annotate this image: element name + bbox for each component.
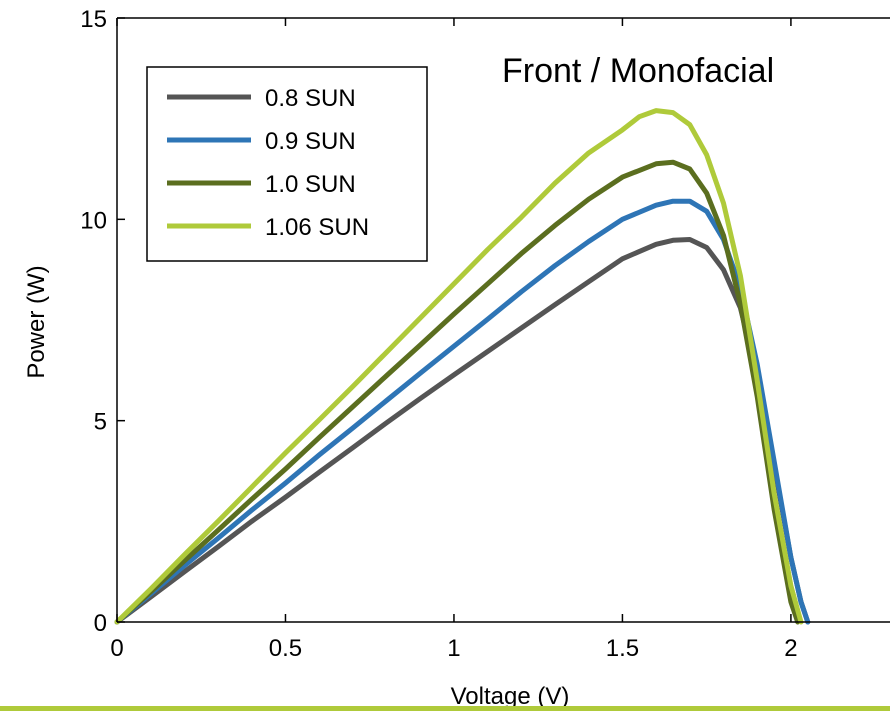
x-axis-label: Voltage (V) (451, 683, 570, 710)
axes-layer: 0 0.5 1 1.5 2 0 5 10 15 (80, 6, 890, 662)
x-tick-label: 2 (784, 635, 797, 662)
legend-label-2: 1.0 SUN (265, 171, 356, 198)
y-axis-label: Power (W) (23, 265, 50, 378)
y-tick-label: 10 (80, 207, 107, 234)
legend: 0.8 SUN 0.9 SUN 1.0 SUN 1.06 SUN (146, 66, 428, 262)
x-tick-label: 0 (110, 635, 123, 662)
legend-label-0: 0.8 SUN (265, 85, 356, 112)
x-tick-label: 0.5 (269, 635, 302, 662)
y-tick-label: 0 (94, 610, 107, 637)
series-line-3 (114, 108, 804, 625)
x-tick-label: 1 (447, 635, 460, 662)
y-tick-label: 15 (80, 6, 107, 33)
footer-accent-bar (0, 706, 890, 711)
chart-annotation: Front / Monofacial (502, 52, 774, 90)
legend-label-1: 0.9 SUN (265, 128, 356, 155)
y-tick-label: 5 (94, 409, 107, 436)
legend-label-3: 1.06 SUN (265, 214, 369, 241)
series-layer (114, 108, 811, 625)
series-line-2 (114, 159, 801, 625)
x-tick-label: 1.5 (606, 635, 639, 662)
